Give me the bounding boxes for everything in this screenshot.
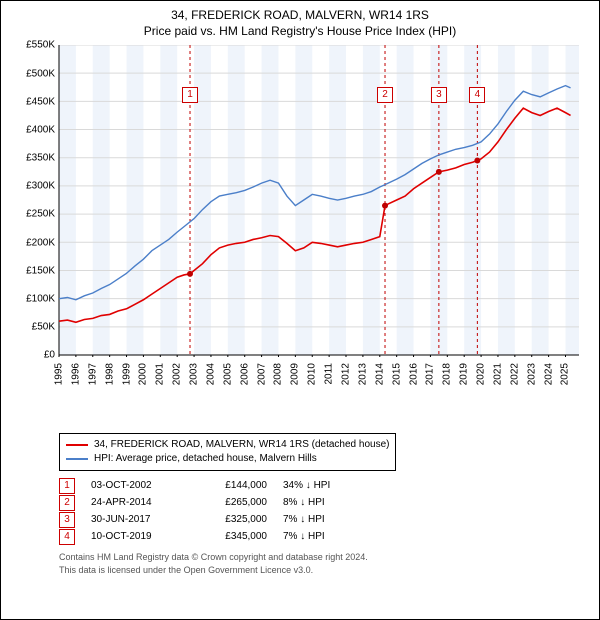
year-band [160,45,177,355]
x-tick-label: 2014 [374,363,385,385]
x-tick-label: 2018 [442,363,453,385]
legend-row: 34, FREDERICK ROAD, MALVERN, WR14 1RS (d… [66,438,389,452]
event-marker-box: 4 [469,87,485,103]
event-row: 2 24-APR-2014 £265,000 8% ↓ HPI [59,494,589,511]
chart-title: 34, FREDERICK ROAD, MALVERN, WR14 1RS Pr… [11,7,589,39]
x-tick-label: 2013 [357,363,368,385]
x-tick-label: 2006 [239,363,250,385]
x-tick-label: 2002 [172,363,183,385]
year-band [262,45,279,355]
y-tick-label: £300K [11,181,55,192]
event-number-box: 1 [59,478,75,494]
year-band [565,45,579,355]
x-tick-label: 2016 [408,363,419,385]
event-price: £325,000 [197,511,267,528]
x-tick-label: 1996 [70,363,81,385]
x-tick-label: 2021 [492,363,503,385]
x-tick-label: 2023 [526,363,537,385]
y-tick-label: £0 [11,350,55,361]
event-pct: 34% ↓ HPI [283,477,373,494]
chart-area: 1 2 3 4 £0 £50K £100K £150K £200K £250K £300K £350K… [11,45,589,395]
x-tick-label: 2010 [307,363,318,385]
year-band [498,45,515,355]
year-band [532,45,549,355]
event-date: 03-OCT-2002 [91,477,181,494]
x-tick-label: 1999 [121,363,132,385]
y-tick-label: £100K [11,294,55,305]
x-tick-label: 2007 [256,363,267,385]
x-tick-label: 2019 [459,363,470,385]
events-table: 1 03-OCT-2002 £144,000 34% ↓ HPI 2 24-APR-201… [59,477,589,545]
x-tick-label: 2000 [138,363,149,385]
title-line1: 34, FREDERICK ROAD, MALVERN, WR14 1RS [11,7,589,23]
title-line2: Price paid vs. HM Land Registry's House … [11,23,589,39]
x-tick-label: 2024 [543,363,554,385]
event-number-box: 2 [59,495,75,511]
footnote-line1: Contains HM Land Registry data © Crown c… [59,551,589,563]
event-date: 24-APR-2014 [91,494,181,511]
event-number-box: 3 [59,512,75,528]
legend: 34, FREDERICK ROAD, MALVERN, WR14 1RS (d… [59,433,396,471]
event-row: 3 30-JUN-2017 £325,000 7% ↓ HPI [59,511,589,528]
legend-label: 34, FREDERICK ROAD, MALVERN, WR14 1RS (d… [94,438,389,452]
x-tick-label: 2020 [476,363,487,385]
sale-dot [187,271,193,277]
y-tick-label: £500K [11,68,55,79]
x-tick-label: 2022 [509,363,520,385]
event-row: 1 03-OCT-2002 £144,000 34% ↓ HPI [59,477,589,494]
legend-label: HPI: Average price, detached house, Malv… [94,452,317,466]
event-marker-box: 3 [431,87,447,103]
y-tick-label: £200K [11,237,55,248]
legend-swatch [66,458,88,460]
y-tick-label: £550K [11,40,55,51]
x-tick-label: 1997 [87,363,98,385]
x-tick-label: 2008 [273,363,284,385]
x-tick-label: 1995 [54,363,65,385]
event-pct: 7% ↓ HPI [283,528,373,545]
x-tick-label: 2025 [560,363,571,385]
y-tick-label: £350K [11,153,55,164]
event-price: £144,000 [197,477,267,494]
event-marker-box: 1 [182,87,198,103]
event-row: 4 10-OCT-2019 £345,000 7% ↓ HPI [59,528,589,545]
year-band [127,45,144,355]
x-tick-label: 2009 [290,363,301,385]
event-pct: 8% ↓ HPI [283,494,373,511]
event-date: 10-OCT-2019 [91,528,181,545]
x-tick-label: 2003 [189,363,200,385]
event-price: £265,000 [197,494,267,511]
year-band [228,45,245,355]
footnote-line2: This data is licensed under the Open Gov… [59,564,589,576]
sale-dot [382,203,388,209]
year-band [397,45,414,355]
y-tick-label: £50K [11,322,55,333]
y-tick-label: £450K [11,96,55,107]
y-tick-label: £150K [11,265,55,276]
x-tick-label: 1998 [104,363,115,385]
event-date: 30-JUN-2017 [91,511,181,528]
x-tick-label: 2017 [425,363,436,385]
event-price: £345,000 [197,528,267,545]
sale-dot [436,169,442,175]
event-number-box: 4 [59,529,75,545]
year-band [93,45,110,355]
x-tick-label: 2004 [205,363,216,385]
x-tick-label: 2011 [324,363,335,385]
event-pct: 7% ↓ HPI [283,511,373,528]
x-tick-label: 2015 [391,363,402,385]
y-tick-label: £400K [11,124,55,135]
chart-svg [11,45,587,357]
y-tick-label: £250K [11,209,55,220]
legend-row: HPI: Average price, detached house, Malv… [66,452,389,466]
event-marker-box: 2 [377,87,393,103]
legend-swatch [66,444,88,446]
x-tick-label: 2005 [222,363,233,385]
footnote: Contains HM Land Registry data © Crown c… [59,551,589,575]
year-band [59,45,76,355]
x-tick-label: 2001 [155,363,166,385]
sale-dot [474,158,480,164]
x-tick-label: 2012 [341,363,352,385]
